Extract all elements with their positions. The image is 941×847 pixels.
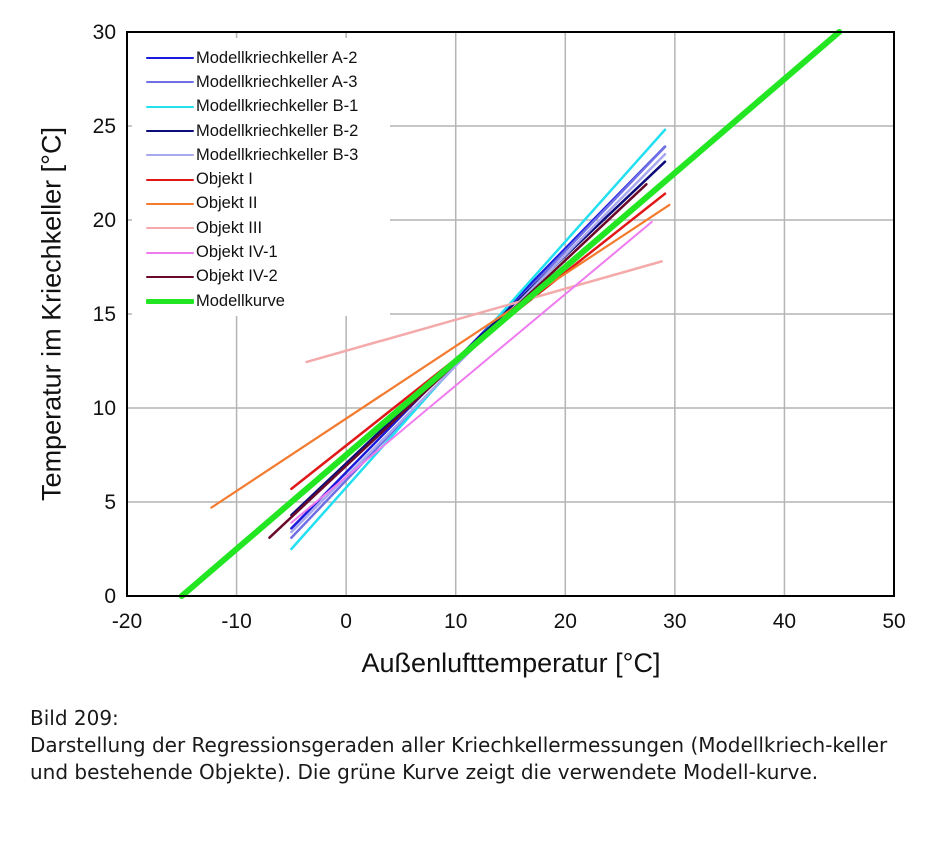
legend-swatch	[146, 81, 194, 84]
figure-caption: Bild 209: Darstellung der Regressionsger…	[30, 705, 930, 786]
legend-label: Modellkriechkeller B-3	[196, 145, 359, 164]
y-tick-label: 15	[93, 303, 116, 326]
y-tick-label: 5	[104, 491, 116, 514]
legend-item: Objekt IV-2	[146, 265, 358, 289]
y-axis-title: Temperatur im Kriechkeller [°C]	[36, 127, 67, 501]
legend-swatch	[146, 57, 194, 60]
legend-swatch	[146, 130, 194, 133]
x-tick-label: 30	[663, 610, 686, 633]
y-tick-label: 30	[93, 21, 116, 44]
y-tick-label: 0	[104, 585, 116, 608]
x-axis-title: Außenlufttemperatur [°C]	[361, 648, 661, 678]
series-line-objekt-iii	[305, 260, 663, 364]
data-series	[178, 29, 843, 599]
legend-label: Objekt IV-1	[196, 243, 278, 262]
caption-title: Bild 209:	[30, 706, 119, 730]
legend-item: Modellkriechkeller A-2	[146, 46, 358, 70]
legend-label: Modellkriechkeller A-2	[196, 48, 358, 67]
legend-swatch	[146, 298, 194, 304]
series-line-objekt-iv-1	[290, 220, 653, 524]
x-tick-label: 20	[554, 610, 577, 633]
x-tick-label: 50	[882, 610, 905, 633]
legend-swatch	[146, 202, 194, 205]
legend-label: Objekt II	[196, 194, 258, 213]
legend-item: Modellkurve	[146, 289, 358, 313]
x-tick-label: 10	[444, 610, 467, 633]
legend-swatch	[146, 251, 194, 254]
legend-item: Objekt I	[146, 167, 358, 191]
x-tick-label: -10	[221, 610, 251, 633]
y-tick-label: 10	[93, 397, 116, 420]
legend-item: Objekt II	[146, 192, 358, 216]
x-tick-labels: -20 -10 0 10 20 30 40 50	[112, 610, 906, 633]
x-tick-label: -20	[112, 610, 142, 633]
y-tick-label: 20	[93, 209, 116, 232]
legend-item: Modellkriechkeller B-3	[146, 143, 358, 167]
chart-legend: Modellkriechkeller A-2 Modellkriechkeller…	[146, 46, 358, 313]
y-tick-labels: 0 5 10 15 20 25 30	[93, 21, 116, 608]
legend-item: Modellkriechkeller A-3	[146, 70, 358, 94]
legend-label: Modellkurve	[196, 291, 285, 310]
legend-item: Objekt III	[146, 216, 358, 240]
legend-label: Modellkriechkeller B-1	[196, 97, 359, 116]
legend-label: Modellkriechkeller B-2	[196, 121, 359, 140]
legend-label: Objekt III	[196, 218, 263, 237]
legend-swatch	[146, 105, 194, 108]
legend-label: Objekt I	[196, 170, 253, 189]
legend-swatch	[146, 178, 194, 181]
legend-background	[132, 38, 390, 316]
series-line-modellkurve	[178, 29, 843, 599]
plot-frame	[126, 31, 895, 597]
legend-label: Objekt IV-2	[196, 267, 278, 286]
x-tick-label: 40	[773, 610, 796, 633]
x-tick-label: 0	[340, 610, 352, 633]
caption-text: Darstellung der Regressionsgeraden aller…	[30, 733, 888, 784]
legend-label: Modellkriechkeller A-3	[196, 72, 358, 91]
chart-plot: -20 -10 0 10 20 30 40 50 0 5 10 15 20 25 30	[93, 21, 906, 633]
legend-swatch	[146, 227, 194, 230]
legend-item: Modellkriechkeller B-2	[146, 119, 358, 143]
series-line-objekt-ii	[210, 203, 671, 509]
legend-item: Modellkriechkeller B-1	[146, 95, 358, 119]
y-tick-label: 25	[93, 115, 116, 138]
legend-swatch	[146, 154, 194, 157]
legend-swatch	[146, 275, 194, 278]
legend-item: Objekt IV-1	[146, 240, 358, 264]
